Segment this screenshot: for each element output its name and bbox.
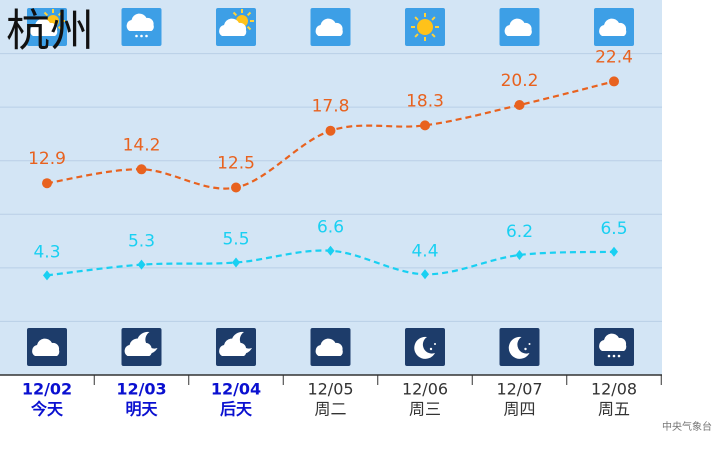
icon-drop <box>612 354 616 358</box>
icon-ray <box>43 11 49 17</box>
icon-drop <box>617 354 621 358</box>
icon-star <box>429 347 433 351</box>
icon-star <box>524 347 527 351</box>
icon-cloud <box>32 338 60 356</box>
value-label: 18.3 <box>406 91 444 111</box>
weather-icon <box>27 8 67 46</box>
icon-ray <box>431 16 436 21</box>
value-label: 4.4 <box>411 241 438 261</box>
plot-background <box>0 0 662 375</box>
point <box>420 120 430 131</box>
icon-cloud <box>30 18 58 36</box>
weather-icon <box>499 328 540 366</box>
point <box>325 125 336 136</box>
value-label: 22.4 <box>595 47 633 67</box>
point <box>609 76 619 87</box>
point <box>515 250 524 260</box>
icon-moon <box>414 336 435 359</box>
icon-cloud <box>315 338 343 356</box>
day-label: 周五 <box>598 400 630 419</box>
weather-icon <box>499 8 540 46</box>
icon-background <box>405 328 445 366</box>
weather-icon <box>27 328 67 366</box>
point <box>231 182 241 193</box>
value-label: 6.2 <box>506 222 533 242</box>
point <box>326 245 335 256</box>
weather-icon <box>216 328 256 366</box>
icon-cloud <box>219 338 247 356</box>
value-label: 17.8 <box>312 97 350 117</box>
day-label: 今天 <box>30 400 64 419</box>
marks: 12.9 14.2 12.5 17.8 18.3 20.2 22.4 4.3 5.3 5.5 6.6… <box>28 47 633 281</box>
point <box>514 100 525 110</box>
value-label: 6.6 <box>317 218 344 238</box>
date-label: 12/02 <box>22 380 72 399</box>
date-label: 12/04 <box>211 380 261 399</box>
weather-icon <box>121 328 162 366</box>
weather-icon <box>405 8 445 46</box>
point <box>137 259 146 270</box>
weather-icon <box>310 328 351 366</box>
icon-cloud <box>315 18 343 36</box>
icon-ray <box>414 33 419 38</box>
icon-drop <box>145 34 148 38</box>
icon-ray <box>232 11 238 17</box>
value-label: 12.9 <box>28 149 66 169</box>
value-label: 4.3 <box>33 242 60 262</box>
icon-star <box>528 343 531 345</box>
weather-icon <box>310 8 351 46</box>
point <box>43 270 51 281</box>
icon-cloud <box>504 18 532 36</box>
icon-cloud <box>599 333 627 351</box>
icon-cloud <box>219 18 247 36</box>
icon-ray <box>246 25 252 31</box>
date-label: 12/07 <box>496 380 542 399</box>
icon-background <box>499 328 540 366</box>
icon-cloud <box>124 338 152 356</box>
day-label: 周二 <box>314 400 346 419</box>
value-label: 14.2 <box>123 135 161 155</box>
icons <box>27 8 634 366</box>
value-label: 5.3 <box>128 232 155 252</box>
icon-ray <box>414 16 419 21</box>
icon-ray <box>246 11 252 17</box>
date-label: 12/08 <box>591 380 637 399</box>
value-label: 12.5 <box>217 154 255 174</box>
weather-icon <box>594 8 634 46</box>
point <box>42 178 52 189</box>
date-label: 12/05 <box>307 380 353 399</box>
icon-ray <box>57 25 63 31</box>
point <box>232 257 240 268</box>
icon-cloud <box>126 13 154 32</box>
icon-ray <box>431 33 436 38</box>
city-title: 杭州 <box>6 6 94 57</box>
value-label: 6.5 <box>600 219 627 239</box>
icon-moon <box>508 336 530 359</box>
day-label: 周三 <box>409 400 441 419</box>
icon-drop <box>607 354 611 358</box>
icon-cloud <box>599 18 627 36</box>
weather-icon <box>405 328 445 366</box>
icon-drop <box>135 34 138 38</box>
day-label: 后天 <box>220 400 253 419</box>
icon-star <box>434 343 436 345</box>
point <box>610 246 618 257</box>
date-label: 12/06 <box>402 380 448 399</box>
source: 中央气象台 <box>662 420 712 433</box>
date-label: 12/03 <box>116 380 166 399</box>
value-label: 20.2 <box>501 71 539 91</box>
icon-ray <box>57 11 63 17</box>
day-label: 周四 <box>503 400 535 419</box>
icon-drop <box>140 34 143 38</box>
day-label: 明天 <box>125 400 158 419</box>
weather-icon <box>121 8 162 46</box>
icon-sun <box>417 19 433 35</box>
weather-icon <box>216 8 256 46</box>
point <box>421 269 429 280</box>
weather-icon <box>594 328 634 366</box>
point <box>136 164 147 175</box>
value-label: 5.5 <box>222 230 249 250</box>
